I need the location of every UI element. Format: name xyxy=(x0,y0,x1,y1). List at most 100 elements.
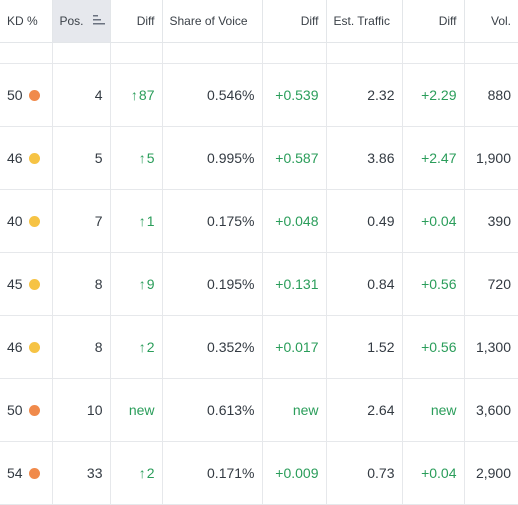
sov-diff-value: +0.009 xyxy=(275,465,319,481)
traffic-value: 2.64 xyxy=(367,402,395,418)
position-diff-value: new xyxy=(128,402,155,418)
position-cell: 7 xyxy=(52,189,111,253)
traffic-value: 3.86 xyxy=(367,150,395,166)
sov-diff-cell: +0.048 xyxy=(262,189,327,253)
position-diff-cell: ↑9 xyxy=(110,252,163,316)
difficulty-dot-icon xyxy=(29,405,41,416)
table-row: 46 5 ↑5 0.995% +0.587 3.86 +2.47 1,900 xyxy=(0,126,518,190)
kd-value: 50 xyxy=(7,402,23,418)
arrow-up-icon: ↑ xyxy=(138,213,146,229)
kd-cell: 46 xyxy=(0,126,53,190)
traffic-value: 2.32 xyxy=(367,87,395,103)
share-of-voice-cell: 0.175% xyxy=(162,189,263,253)
volume-value: 390 xyxy=(487,213,511,229)
header-row: KD % Pos. Diff Share of Voice Diff Est. … xyxy=(0,0,518,43)
kd-value: 50 xyxy=(7,87,23,103)
position-diff-value: 1 xyxy=(146,213,155,229)
difficulty-dot-icon xyxy=(29,279,41,290)
arrow-up-icon: ↑ xyxy=(138,150,146,166)
kd-cell: 54 xyxy=(0,441,53,505)
difficulty-dot-icon xyxy=(29,468,41,479)
share-of-voice-value: 0.352% xyxy=(207,339,255,355)
position-cell: 5 xyxy=(52,126,111,190)
share-of-voice-cell: 0.546% xyxy=(162,63,263,127)
column-header-traffic-diff[interactable]: Diff xyxy=(402,0,465,43)
table-row: 46 8 ↑2 0.352% +0.017 1.52 +0.56 1,300 xyxy=(0,315,518,379)
position-diff-value: 5 xyxy=(146,150,155,166)
difficulty-dot-icon xyxy=(29,90,41,101)
position-diff-value: 2 xyxy=(146,465,155,481)
position-value: 8 xyxy=(94,276,103,292)
traffic-diff-value: +0.56 xyxy=(421,276,457,292)
kd-cell: 50 xyxy=(0,378,53,442)
column-header-sov-diff[interactable]: Diff xyxy=(262,0,327,43)
traffic-diff-value: +0.04 xyxy=(421,465,457,481)
kd-cell: 50 xyxy=(0,63,53,127)
position-value: 7 xyxy=(94,213,103,229)
position-diff-cell: ↑2 xyxy=(110,315,163,379)
position-value: 4 xyxy=(94,87,103,103)
arrow-up-icon: ↑ xyxy=(130,87,138,103)
position-cell: 8 xyxy=(52,315,111,379)
traffic-diff-value: +0.04 xyxy=(421,213,457,229)
share-of-voice-value: 0.195% xyxy=(207,276,255,292)
volume-cell: 390 xyxy=(464,189,518,253)
share-of-voice-cell: 0.195% xyxy=(162,252,263,316)
position-diff-value: 9 xyxy=(146,276,155,292)
traffic-diff-cell: +2.47 xyxy=(402,126,465,190)
spacer-row xyxy=(0,42,518,64)
table-row: 54 33 ↑2 0.171% +0.009 0.73 +0.04 2,900 xyxy=(0,441,518,505)
share-of-voice-value: 0.546% xyxy=(207,87,255,103)
column-header-share-of-voice[interactable]: Share of Voice xyxy=(162,0,263,43)
traffic-cell: 2.64 xyxy=(326,378,403,442)
sort-bars-icon[interactable] xyxy=(92,14,105,28)
traffic-value: 1.52 xyxy=(367,339,395,355)
sov-diff-value: new xyxy=(292,402,319,418)
share-of-voice-cell: 0.995% xyxy=(162,126,263,190)
table-row: 50 4 ↑87 0.546% +0.539 2.32 +2.29 880 xyxy=(0,63,518,127)
position-diff-cell: ↑87 xyxy=(110,63,163,127)
difficulty-dot-icon xyxy=(29,216,41,227)
sov-diff-cell: +0.009 xyxy=(262,441,327,505)
sov-diff-cell: +0.131 xyxy=(262,252,327,316)
traffic-diff-cell: +0.04 xyxy=(402,441,465,505)
sov-diff-value: +0.017 xyxy=(275,339,319,355)
share-of-voice-value: 0.175% xyxy=(207,213,255,229)
position-diff-value: 87 xyxy=(138,87,155,103)
volume-cell: 720 xyxy=(464,252,518,316)
traffic-diff-cell: +0.56 xyxy=(402,252,465,316)
column-header-kd[interactable]: KD % xyxy=(0,0,53,43)
traffic-diff-cell: new xyxy=(402,378,465,442)
position-diff-value: 2 xyxy=(146,339,155,355)
position-value: 33 xyxy=(86,465,103,481)
volume-value: 3,600 xyxy=(475,402,511,418)
traffic-cell: 1.52 xyxy=(326,315,403,379)
column-header-position-diff[interactable]: Diff xyxy=(110,0,163,43)
column-header-est-traffic[interactable]: Est. Traffic xyxy=(326,0,403,43)
volume-value: 880 xyxy=(487,87,511,103)
kd-cell: 45 xyxy=(0,252,53,316)
column-header-position[interactable]: Pos. xyxy=(52,0,111,43)
kd-value: 45 xyxy=(7,276,23,292)
traffic-diff-value: new xyxy=(430,402,457,418)
traffic-cell: 0.49 xyxy=(326,189,403,253)
position-value: 8 xyxy=(94,339,103,355)
traffic-cell: 0.73 xyxy=(326,441,403,505)
volume-cell: 3,600 xyxy=(464,378,518,442)
position-diff-cell: ↑2 xyxy=(110,441,163,505)
kd-cell: 40 xyxy=(0,189,53,253)
kd-cell: 46 xyxy=(0,315,53,379)
position-value: 10 xyxy=(86,402,103,418)
column-header-volume[interactable]: Vol. xyxy=(464,0,518,43)
position-diff-cell: new xyxy=(110,378,163,442)
position-value: 5 xyxy=(94,150,103,166)
kd-value: 46 xyxy=(7,150,23,166)
traffic-cell: 0.84 xyxy=(326,252,403,316)
difficulty-dot-icon xyxy=(29,153,41,164)
share-of-voice-cell: 0.352% xyxy=(162,315,263,379)
share-of-voice-value: 0.613% xyxy=(207,402,255,418)
share-of-voice-value: 0.995% xyxy=(207,150,255,166)
position-cell: 10 xyxy=(52,378,111,442)
position-diff-cell: ↑1 xyxy=(110,189,163,253)
